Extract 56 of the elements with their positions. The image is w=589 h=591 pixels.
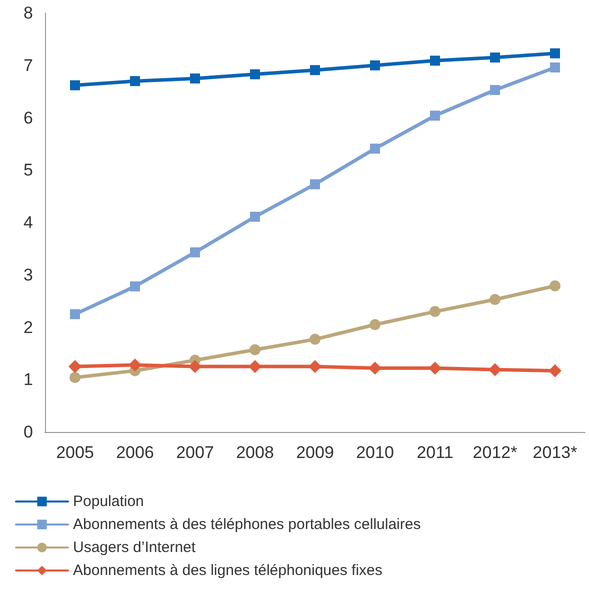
x-tick-label: 2010 [356,443,394,462]
point [370,144,380,154]
point [70,309,80,320]
point [550,48,560,58]
y-tick-label: 0 [24,422,33,442]
point [190,73,200,84]
y-tick-label: 8 [24,4,33,22]
point [548,364,562,378]
point [490,52,500,63]
point [550,280,560,292]
point [250,212,260,222]
point [308,360,322,374]
y-tick-label: 7 [24,56,33,75]
point [188,360,202,374]
point [310,179,320,190]
point [190,247,200,258]
legend-label: Population [73,493,144,510]
point [490,84,500,95]
point [310,334,320,345]
point [310,65,320,76]
point [248,360,262,374]
point [490,294,500,305]
y-tick-label: 3 [24,265,33,284]
point [250,69,260,80]
x-tick-label: 2006 [116,443,154,462]
point [130,76,140,86]
point [368,362,382,375]
point [370,319,380,330]
point [250,344,260,356]
point [550,62,560,72]
x-tick-label: 2009 [296,443,334,462]
point [70,80,80,90]
point [430,306,440,318]
point [488,363,502,376]
y-tick-label: 5 [24,160,33,180]
point [370,60,380,70]
point [428,362,442,375]
legend-label: Usagers d’Internet [73,539,196,556]
x-tick-label: 2007 [176,443,214,462]
x-tick-label: 2008 [236,443,274,462]
x-tick-label: 2005 [56,443,94,462]
x-tick-label: 2011 [416,443,454,462]
point [68,360,82,374]
x-tick-label: 2013* [532,443,578,462]
point [430,56,440,66]
point [70,372,80,384]
point [430,110,440,121]
y-tick-label: 6 [24,108,33,128]
point [128,358,142,372]
y-tick-label: 1 [24,370,33,390]
legend-label: Abonnements à des lignes téléphoniques fixes [73,562,382,579]
y-tick-label: 2 [24,318,33,337]
y-tick-label: 4 [24,213,33,232]
x-tick-label: 2012* [472,443,518,462]
point [130,281,140,292]
legend-label: Abonnements à des téléphones portables cellulaires [73,516,421,533]
